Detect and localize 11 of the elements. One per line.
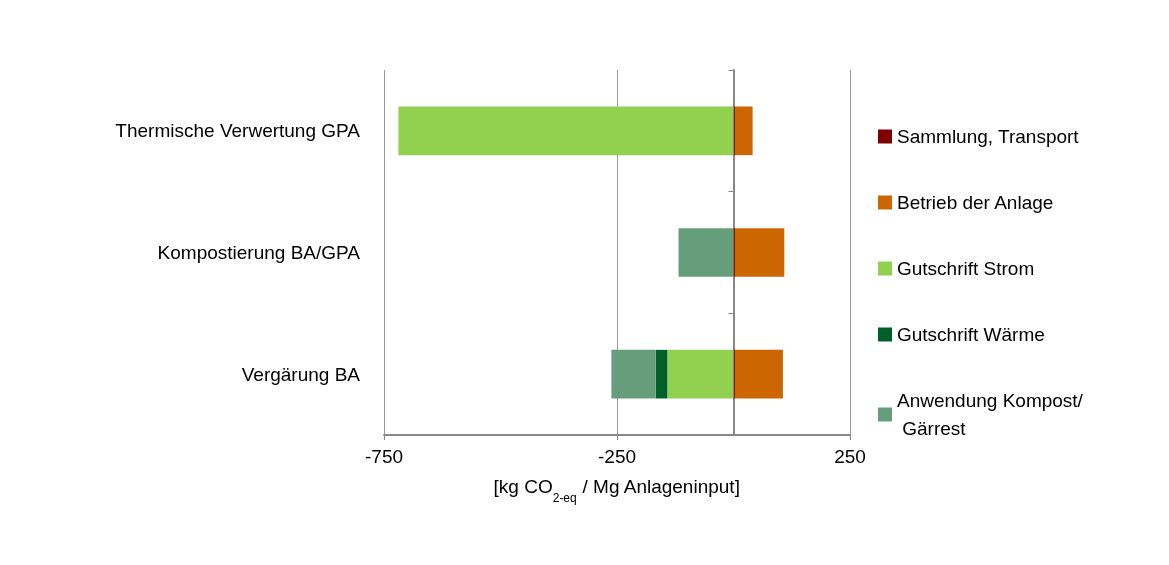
x-tick-label: 250 bbox=[834, 446, 866, 467]
legend-label: Betrieb der Anlage bbox=[897, 192, 1054, 213]
legend-label: Gutschrift Strom bbox=[897, 258, 1035, 279]
x-tick-label: -250 bbox=[597, 446, 637, 467]
y-tick-label: Kompostierung BA/GPA bbox=[157, 242, 361, 263]
x-tick-label: -750 bbox=[364, 446, 404, 467]
y-tick-label: Vergärung BA bbox=[241, 363, 361, 385]
legend-label: Sammlung, Transport bbox=[897, 126, 1080, 147]
y-tick-label: Thermische Verwertung GPA bbox=[115, 120, 361, 142]
legend-label: Anwendung Kompost/ Gärrest bbox=[897, 390, 1084, 439]
legend-label: Gutschrift Wärme bbox=[897, 324, 1045, 345]
